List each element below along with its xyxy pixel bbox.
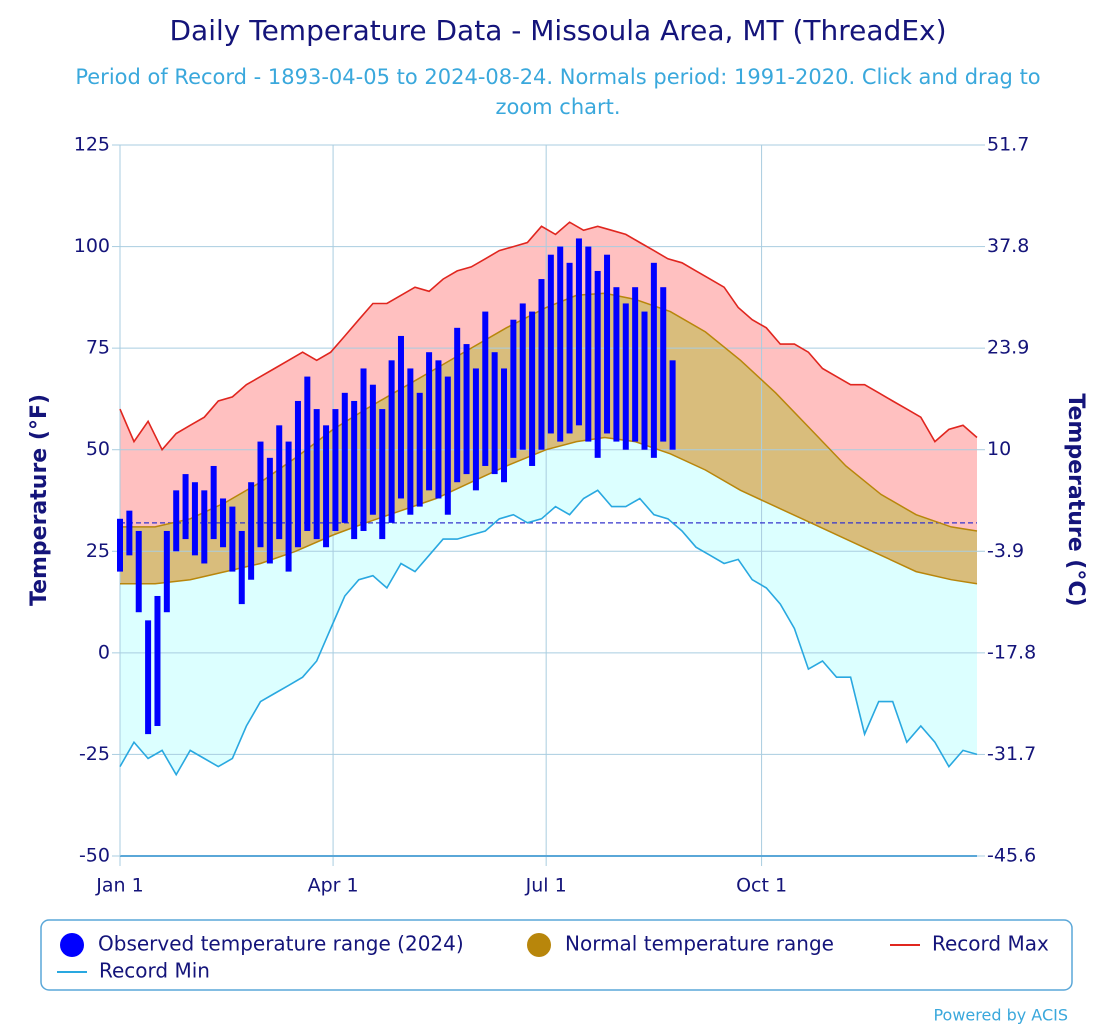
y-tick-label: -50 bbox=[79, 845, 110, 867]
observed-bar bbox=[613, 287, 620, 442]
legend-box bbox=[40, 919, 1073, 991]
legend-label[interactable]: Record Min bbox=[99, 959, 210, 983]
observed-bar bbox=[126, 510, 133, 556]
legend-label[interactable]: Record Max bbox=[932, 932, 1049, 956]
observed-bar bbox=[135, 530, 142, 613]
observed-bar bbox=[519, 303, 526, 450]
y-tick-label: 50 bbox=[86, 438, 110, 460]
observed-bar bbox=[397, 335, 404, 499]
observed-bar bbox=[304, 376, 311, 531]
observed-bar bbox=[154, 595, 161, 726]
y2-tick-label: -31.7 bbox=[987, 743, 1036, 765]
observed-bar bbox=[482, 311, 489, 466]
y-tick-label: 25 bbox=[86, 540, 110, 562]
observed-bar bbox=[117, 518, 123, 572]
observed-bar bbox=[547, 254, 554, 434]
observed-bar bbox=[369, 384, 376, 515]
record-line bbox=[119, 221, 978, 452]
y-tick-label: -25 bbox=[79, 743, 110, 765]
x-tick-label: Oct 1 bbox=[736, 875, 787, 897]
observed-bar bbox=[210, 465, 217, 540]
y2-tick-label: 10 bbox=[987, 438, 1011, 460]
observed-bar bbox=[220, 498, 227, 548]
y-tick-label: 0 bbox=[98, 641, 110, 663]
observed-bar bbox=[388, 360, 395, 523]
y-tick-label: 125 bbox=[74, 134, 110, 156]
observed-bar bbox=[566, 262, 573, 434]
observed-bar bbox=[276, 425, 283, 540]
observed-bar bbox=[491, 352, 498, 475]
x-tick-label: Apr 1 bbox=[308, 875, 359, 897]
observed-bar bbox=[669, 360, 676, 450]
observed-bar bbox=[575, 238, 582, 426]
observed-bar bbox=[145, 620, 152, 735]
observed-bar bbox=[351, 400, 358, 540]
chart-title: Daily Temperature Data - Missoula Area, … bbox=[169, 14, 947, 47]
y2-tick-label: -45.6 bbox=[987, 845, 1036, 867]
observed-bar bbox=[435, 360, 442, 499]
observed-bar bbox=[585, 246, 592, 442]
legend-marker[interactable] bbox=[60, 933, 84, 957]
observed-bar bbox=[229, 506, 236, 572]
legend-label[interactable]: Normal temperature range bbox=[565, 932, 834, 956]
observed-bar bbox=[594, 270, 601, 458]
normal-low-line bbox=[120, 436, 978, 585]
y-tick-label: 75 bbox=[86, 337, 110, 359]
chart-subtitle: Period of Record - 1893-04-05 to 2024-08… bbox=[75, 65, 1041, 119]
observed-bar bbox=[238, 530, 245, 605]
observed-bar bbox=[407, 368, 414, 515]
observed-bar bbox=[426, 352, 433, 491]
observed-bar bbox=[660, 287, 667, 442]
observed-bar bbox=[650, 262, 657, 458]
observed-bar bbox=[191, 482, 198, 556]
y2-axis-title: Temperature (°C) bbox=[1063, 393, 1088, 606]
observed-bar bbox=[641, 311, 648, 450]
observed-bar bbox=[360, 368, 367, 531]
observed-bar bbox=[463, 344, 470, 475]
y-tick-label: 100 bbox=[74, 235, 110, 257]
observed-bar bbox=[182, 474, 189, 540]
observed-bar bbox=[248, 482, 255, 580]
y2-tick-label: 51.7 bbox=[987, 134, 1029, 156]
observed-bar bbox=[454, 327, 461, 483]
observed-bar bbox=[501, 368, 508, 483]
legend-label[interactable]: Observed temperature range (2024) bbox=[98, 932, 464, 956]
record-line bbox=[119, 489, 978, 777]
observed-bar bbox=[529, 311, 536, 466]
observed-bar bbox=[557, 246, 564, 442]
observed-bar bbox=[173, 490, 180, 552]
x-tick-label: Jan 1 bbox=[95, 875, 143, 897]
observed-bar bbox=[622, 303, 629, 450]
observed-bar bbox=[604, 254, 611, 434]
legend-marker[interactable] bbox=[527, 933, 551, 957]
observed-bar bbox=[201, 490, 208, 564]
observed-bar bbox=[294, 400, 301, 548]
y2-tick-label: 23.9 bbox=[987, 337, 1029, 359]
observed-bar bbox=[332, 409, 339, 531]
observed-bar bbox=[472, 368, 479, 491]
y2-tick-label: -17.8 bbox=[987, 641, 1036, 663]
y-axis-title: Temperature (°F) bbox=[27, 394, 52, 606]
observed-bar bbox=[266, 457, 273, 564]
observed-bar bbox=[632, 287, 639, 442]
observed-bar bbox=[379, 409, 386, 540]
credit[interactable]: Powered by ACIS bbox=[933, 1006, 1068, 1025]
observed-bar bbox=[257, 441, 264, 548]
observed-bar bbox=[416, 392, 423, 507]
y2-tick-label: 37.8 bbox=[987, 235, 1029, 257]
x-tick-label: Jul 1 bbox=[525, 875, 567, 897]
observed-bar bbox=[285, 441, 292, 572]
observed-bar bbox=[323, 425, 330, 548]
observed-bar bbox=[538, 279, 545, 450]
observed-bar bbox=[341, 392, 348, 523]
observed-bar bbox=[510, 319, 517, 458]
observed-bar bbox=[444, 376, 451, 515]
observed-bar bbox=[313, 409, 320, 540]
observed-bar bbox=[163, 530, 170, 613]
y2-tick-label: -3.9 bbox=[987, 540, 1024, 562]
